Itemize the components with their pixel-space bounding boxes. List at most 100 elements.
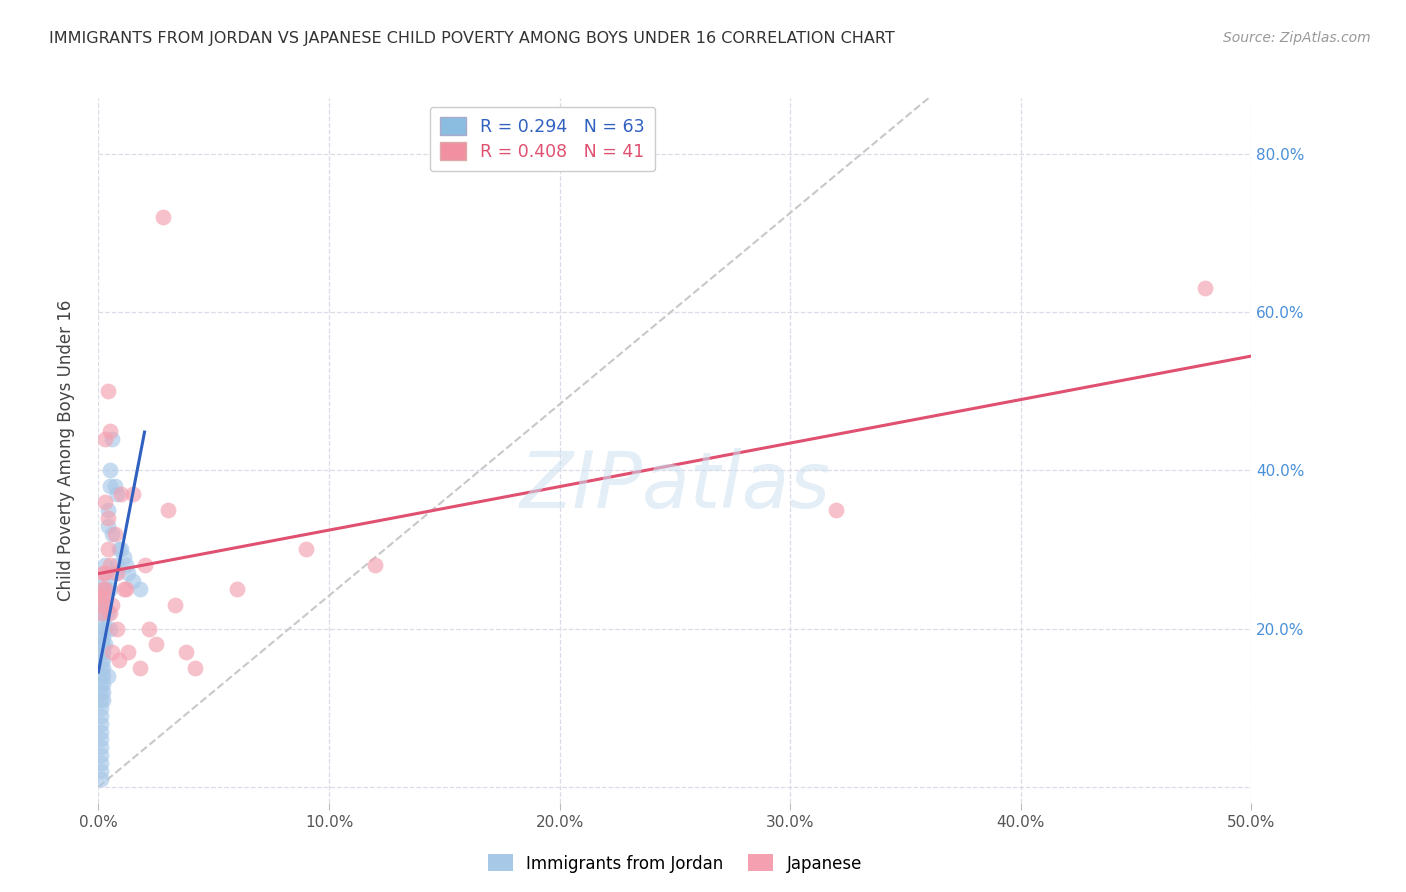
Point [94,495,117,509]
Point [105,558,128,573]
Point [163,598,186,612]
Point [97,384,120,398]
Point [94,566,117,581]
Point [90,630,112,644]
Point [91,622,114,636]
Point [90,724,112,739]
Point [138,622,160,636]
Point [295,542,318,557]
Point [97,503,120,517]
Point [90,732,112,747]
Legend: R = 0.294   N = 63, R = 0.408   N = 41: R = 0.294 N = 63, R = 0.408 N = 41 [430,107,655,171]
Point [115,558,138,573]
Point [103,566,125,581]
Point [91,582,114,596]
Point [91,685,114,699]
Point [112,582,135,596]
Point [90,645,112,659]
Point [97,669,120,683]
Point [90,590,112,604]
Point [98,622,121,636]
Point [145,637,167,651]
Point [94,432,117,446]
Point [108,653,131,667]
Point [103,526,125,541]
Point [91,661,114,675]
Point [98,606,121,620]
Point [129,582,152,596]
Point [90,708,112,723]
Point [90,740,112,755]
Point [91,677,114,691]
Point [91,630,114,644]
Point [90,669,112,683]
Point [122,487,145,501]
Point [112,550,135,565]
Point [110,487,132,501]
Point [101,645,124,659]
Point [98,424,121,438]
Point [105,566,128,581]
Point [90,700,112,714]
Point [91,606,114,620]
Point [94,574,117,588]
Point [94,622,117,636]
Point [225,582,247,596]
Point [115,582,138,596]
Point [97,510,120,524]
Point [91,614,114,628]
Point [105,487,128,501]
Point [156,503,179,517]
Point [134,558,156,573]
Point [98,463,121,477]
Point [90,764,112,778]
Point [90,606,112,620]
Y-axis label: Child Poverty Among Boys Under 16: Child Poverty Among Boys Under 16 [56,300,75,601]
Point [90,677,112,691]
Point [103,479,125,493]
Point [90,661,112,675]
Point [94,637,117,651]
Point [94,582,117,596]
Point [101,526,124,541]
Point [90,598,112,612]
Point [1194,281,1216,295]
Point [110,542,132,557]
Point [364,558,387,573]
Point [90,685,112,699]
Point [90,772,112,786]
Point [90,756,112,771]
Point [122,574,145,588]
Point [98,479,121,493]
Point [90,693,112,707]
Point [90,716,112,731]
Point [91,693,114,707]
Point [101,598,124,612]
Point [91,566,114,581]
Point [97,518,120,533]
Point [101,432,124,446]
Point [97,606,120,620]
Point [108,542,131,557]
Point [90,748,112,763]
Point [117,645,139,659]
Point [90,653,112,667]
Point [91,669,114,683]
Point [94,590,117,604]
Point [91,645,114,659]
Point [94,582,117,596]
Point [91,590,114,604]
Point [174,645,197,659]
Text: IMMIGRANTS FROM JORDAN VS JAPANESE CHILD POVERTY AMONG BOYS UNDER 16 CORRELATION: IMMIGRANTS FROM JORDAN VS JAPANESE CHILD… [49,31,896,46]
Point [129,661,152,675]
Text: Source: ZipAtlas.com: Source: ZipAtlas.com [1223,31,1371,45]
Legend: Immigrants from Jordan, Japanese: Immigrants from Jordan, Japanese [481,847,869,880]
Point [98,582,121,596]
Point [94,558,117,573]
Text: ZIPatlas: ZIPatlas [519,448,831,524]
Point [90,637,112,651]
Point [91,637,114,651]
Point [91,590,114,604]
Point [91,582,114,596]
Point [825,503,848,517]
